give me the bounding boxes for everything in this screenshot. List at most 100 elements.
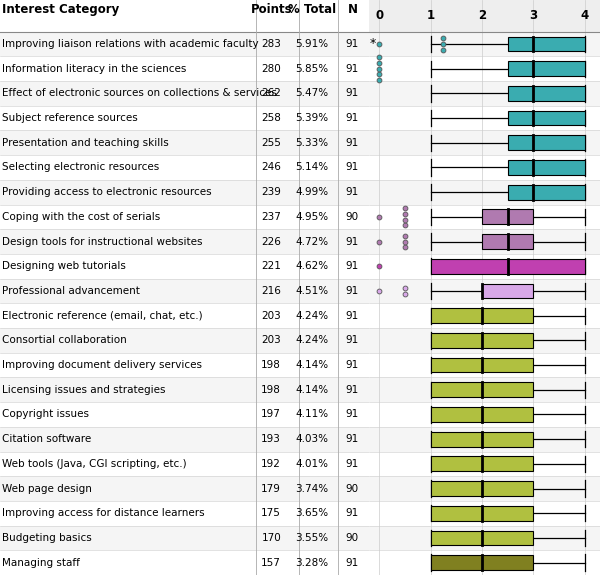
Text: 255: 255 (261, 138, 281, 148)
Text: 91: 91 (346, 236, 359, 247)
Bar (508, 86, 584, 101)
Text: 198: 198 (261, 360, 281, 370)
Text: 246: 246 (261, 163, 281, 172)
Bar (369, 106, 600, 131)
Text: 3: 3 (529, 9, 538, 22)
Text: 4.01%: 4.01% (295, 459, 328, 469)
Bar (369, 476, 600, 501)
Bar (431, 308, 533, 323)
Bar (431, 407, 533, 422)
Text: 4.24%: 4.24% (295, 335, 328, 346)
Bar (369, 254, 600, 279)
Text: Consortial collaboration: Consortial collaboration (2, 335, 127, 346)
Text: 91: 91 (346, 434, 359, 444)
Bar (369, 56, 600, 81)
Text: 90: 90 (346, 533, 359, 543)
Bar (431, 506, 533, 521)
Text: 203: 203 (262, 335, 281, 346)
Text: 0: 0 (375, 9, 383, 22)
Bar (369, 328, 600, 352)
Text: 91: 91 (346, 459, 359, 469)
Bar (431, 531, 533, 545)
Text: 91: 91 (346, 385, 359, 395)
Text: 203: 203 (262, 310, 281, 321)
Text: Copyright issues: Copyright issues (2, 409, 89, 419)
Text: 91: 91 (346, 89, 359, 98)
Bar (369, 427, 600, 451)
Bar (431, 382, 533, 397)
Text: 91: 91 (346, 64, 359, 74)
Text: 5.33%: 5.33% (295, 138, 328, 148)
Bar (369, 304, 600, 328)
Text: 5.85%: 5.85% (295, 64, 328, 74)
Text: Selecting electronic resources: Selecting electronic resources (2, 163, 160, 172)
Text: Improving document delivery services: Improving document delivery services (2, 360, 202, 370)
Bar (0, 304, 369, 328)
Bar (369, 81, 600, 106)
Text: 91: 91 (346, 261, 359, 271)
Text: 262: 262 (261, 89, 281, 98)
Bar (369, 180, 600, 205)
Text: 91: 91 (346, 508, 359, 518)
Text: 216: 216 (261, 286, 281, 296)
Bar (0, 155, 369, 180)
Text: Professional advancement: Professional advancement (2, 286, 140, 296)
Bar (0, 131, 369, 155)
Text: 221: 221 (261, 261, 281, 271)
Text: 4: 4 (580, 9, 589, 22)
Text: 3.55%: 3.55% (295, 533, 328, 543)
Text: 283: 283 (261, 39, 281, 49)
Text: 5.91%: 5.91% (295, 39, 328, 49)
Text: Improving access for distance learners: Improving access for distance learners (2, 508, 205, 518)
Bar (369, 205, 600, 229)
Text: *: * (370, 37, 376, 51)
Text: 5.47%: 5.47% (295, 89, 328, 98)
Text: 91: 91 (346, 163, 359, 172)
Bar (0, 254, 369, 279)
Bar (508, 160, 584, 175)
Text: Presentation and teaching skills: Presentation and teaching skills (2, 138, 169, 148)
Text: 91: 91 (346, 113, 359, 123)
Text: 4.99%: 4.99% (295, 187, 328, 197)
Text: 1: 1 (427, 9, 434, 22)
Text: Design tools for instructional websites: Design tools for instructional websites (2, 236, 203, 247)
Bar (0, 377, 369, 402)
Bar (431, 259, 584, 274)
Bar (0, 451, 369, 476)
Bar (431, 555, 533, 570)
Text: 91: 91 (346, 409, 359, 419)
Text: 4.24%: 4.24% (295, 310, 328, 321)
Bar (0, 279, 369, 304)
Text: 226: 226 (261, 236, 281, 247)
Text: 4.03%: 4.03% (295, 434, 328, 444)
Bar (0, 81, 369, 106)
Bar (0, 476, 369, 501)
Bar (431, 457, 533, 471)
Text: 192: 192 (261, 459, 281, 469)
Text: 5.39%: 5.39% (295, 113, 328, 123)
Bar (0, 106, 369, 131)
Text: Citation software: Citation software (2, 434, 91, 444)
Text: 4.11%: 4.11% (295, 409, 328, 419)
Bar (369, 32, 600, 56)
Bar (508, 135, 584, 150)
Bar (369, 451, 600, 476)
Bar (0, 328, 369, 352)
Text: 4.51%: 4.51% (295, 286, 328, 296)
Text: 157: 157 (261, 558, 281, 568)
Text: 91: 91 (346, 138, 359, 148)
Text: Providing access to electronic resources: Providing access to electronic resources (2, 187, 212, 197)
Bar (0, 526, 369, 550)
Bar (431, 432, 533, 447)
Text: 4.14%: 4.14% (295, 360, 328, 370)
Bar (508, 62, 584, 76)
Text: 179: 179 (261, 484, 281, 493)
Text: 3.28%: 3.28% (295, 558, 328, 568)
Text: 175: 175 (261, 508, 281, 518)
Bar (369, 550, 600, 575)
Text: Points: Points (250, 3, 292, 16)
Text: 91: 91 (346, 558, 359, 568)
Text: Budgeting basics: Budgeting basics (2, 533, 92, 543)
Bar (431, 333, 533, 348)
Text: 3.65%: 3.65% (295, 508, 328, 518)
